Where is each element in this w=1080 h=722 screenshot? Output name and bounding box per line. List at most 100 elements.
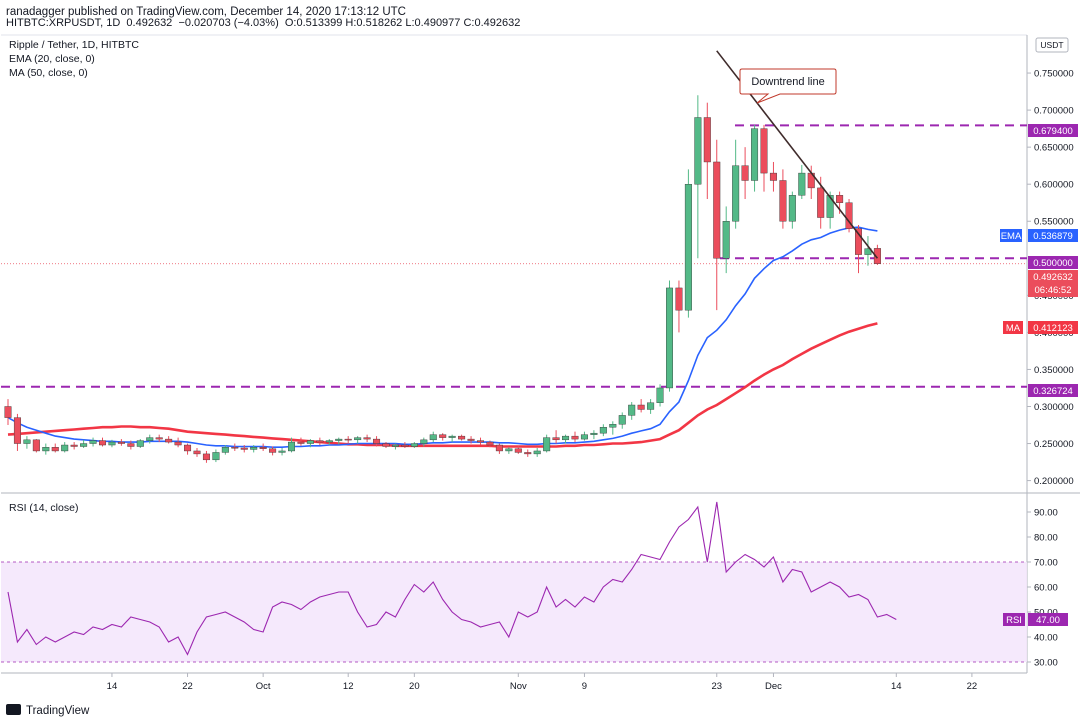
candle — [524, 449, 532, 457]
candle-body — [694, 117, 702, 185]
candle-body — [146, 437, 154, 441]
candle-body — [278, 450, 286, 453]
candle-body — [184, 444, 192, 452]
candle-body — [741, 165, 749, 181]
candle-body — [80, 443, 88, 447]
candle — [741, 147, 749, 200]
candle-body — [297, 441, 305, 444]
ema-legend: EMA (20, close, 0) — [9, 53, 95, 65]
candle-body — [429, 434, 437, 441]
candle — [13, 413, 21, 451]
candle-body — [562, 435, 570, 441]
candle — [788, 191, 796, 229]
tag-level-mid: 0.500000 — [1028, 256, 1078, 269]
time-tick-label: 14 — [107, 681, 118, 692]
rsi-tick-label: 70.00 — [1034, 558, 1058, 569]
ema-line-group — [7, 226, 878, 449]
candle-body — [42, 447, 50, 452]
tag-rsi-label: RSI — [1006, 615, 1022, 626]
candle-body — [202, 453, 210, 461]
candle — [486, 440, 494, 448]
tag-price-value: 0.492632 — [1033, 272, 1073, 283]
candle — [42, 443, 50, 455]
candle — [335, 437, 343, 445]
time-tick-label: 22 — [967, 681, 978, 692]
candle-body — [448, 435, 456, 438]
candle — [514, 445, 522, 454]
candle — [23, 436, 31, 449]
candle-body — [836, 195, 844, 203]
candle-body — [467, 438, 475, 441]
candle-body — [373, 438, 381, 444]
candle-body — [212, 452, 220, 461]
candle-body — [477, 440, 485, 443]
candle-body — [344, 438, 352, 441]
downtrend-callout[interactable]: Downtrend line — [739, 68, 837, 104]
tag-ma-label: MA — [1006, 323, 1021, 334]
tag-ema-label-bg — [1000, 229, 1022, 242]
candle-body — [231, 447, 239, 449]
candle-body — [250, 447, 258, 450]
time-tick-label: Dec — [765, 681, 782, 692]
candle — [259, 443, 267, 451]
candle-body — [769, 172, 777, 181]
rsi-line — [7, 501, 897, 656]
candle — [184, 443, 192, 455]
rsi-band — [1, 562, 1027, 662]
last-price: 0.492632 — [126, 17, 173, 29]
candle-body — [155, 437, 163, 440]
tag-countdown: 06:46:52 — [1035, 285, 1072, 296]
candle-body — [165, 438, 173, 443]
tag-price: 0.492632 06:46:52 — [1028, 270, 1078, 297]
candle — [656, 384, 664, 407]
candle — [533, 447, 541, 457]
candle-body — [855, 228, 863, 255]
rsi-line-group — [7, 501, 897, 656]
candle — [618, 412, 626, 429]
candle-body — [514, 448, 522, 453]
candle — [98, 437, 106, 447]
tag-ma-value: 0.412123 — [1033, 323, 1073, 334]
tag-rsi-value: 47.00 — [1036, 615, 1060, 626]
time-tick-label: 20 — [409, 681, 420, 692]
candle-body — [618, 415, 626, 425]
candle-body — [798, 172, 806, 196]
candle-body — [703, 117, 711, 163]
candle-body — [23, 439, 31, 444]
price-tick-label: 0.200000 — [1034, 476, 1074, 487]
candle-body — [269, 448, 277, 453]
candle — [32, 439, 40, 453]
candle — [580, 431, 588, 441]
currency-box[interactable] — [1035, 37, 1069, 53]
candle — [751, 124, 759, 192]
candle — [571, 431, 579, 443]
tag-ema-label: EMA — [1001, 231, 1022, 242]
candle — [354, 436, 362, 444]
candle-body — [439, 434, 447, 438]
candle — [146, 434, 154, 444]
candle — [89, 437, 97, 447]
candle — [373, 436, 381, 447]
candle-body — [108, 441, 116, 446]
top-info-bar: ranadagger published on TradingView.com,… — [0, 0, 1080, 29]
candle-body — [647, 402, 655, 410]
candle — [174, 437, 182, 448]
rsi-tick-label: 40.00 — [1034, 633, 1058, 644]
candle — [732, 139, 740, 229]
candle — [231, 443, 239, 451]
candle-body — [288, 441, 296, 452]
brand-text: TradingView — [26, 705, 90, 717]
candle — [344, 436, 352, 444]
candle-body — [98, 440, 106, 446]
candle — [590, 430, 598, 440]
candle — [202, 450, 210, 463]
tag-price-bg — [1028, 270, 1078, 297]
candle-body — [684, 183, 692, 311]
tradingview-brand[interactable]: TradingView — [6, 704, 90, 717]
ma-line — [7, 322, 878, 448]
price-tick-label: 0.650000 — [1034, 143, 1074, 154]
price-tick-label: 0.250000 — [1034, 439, 1074, 450]
candle — [250, 445, 258, 453]
